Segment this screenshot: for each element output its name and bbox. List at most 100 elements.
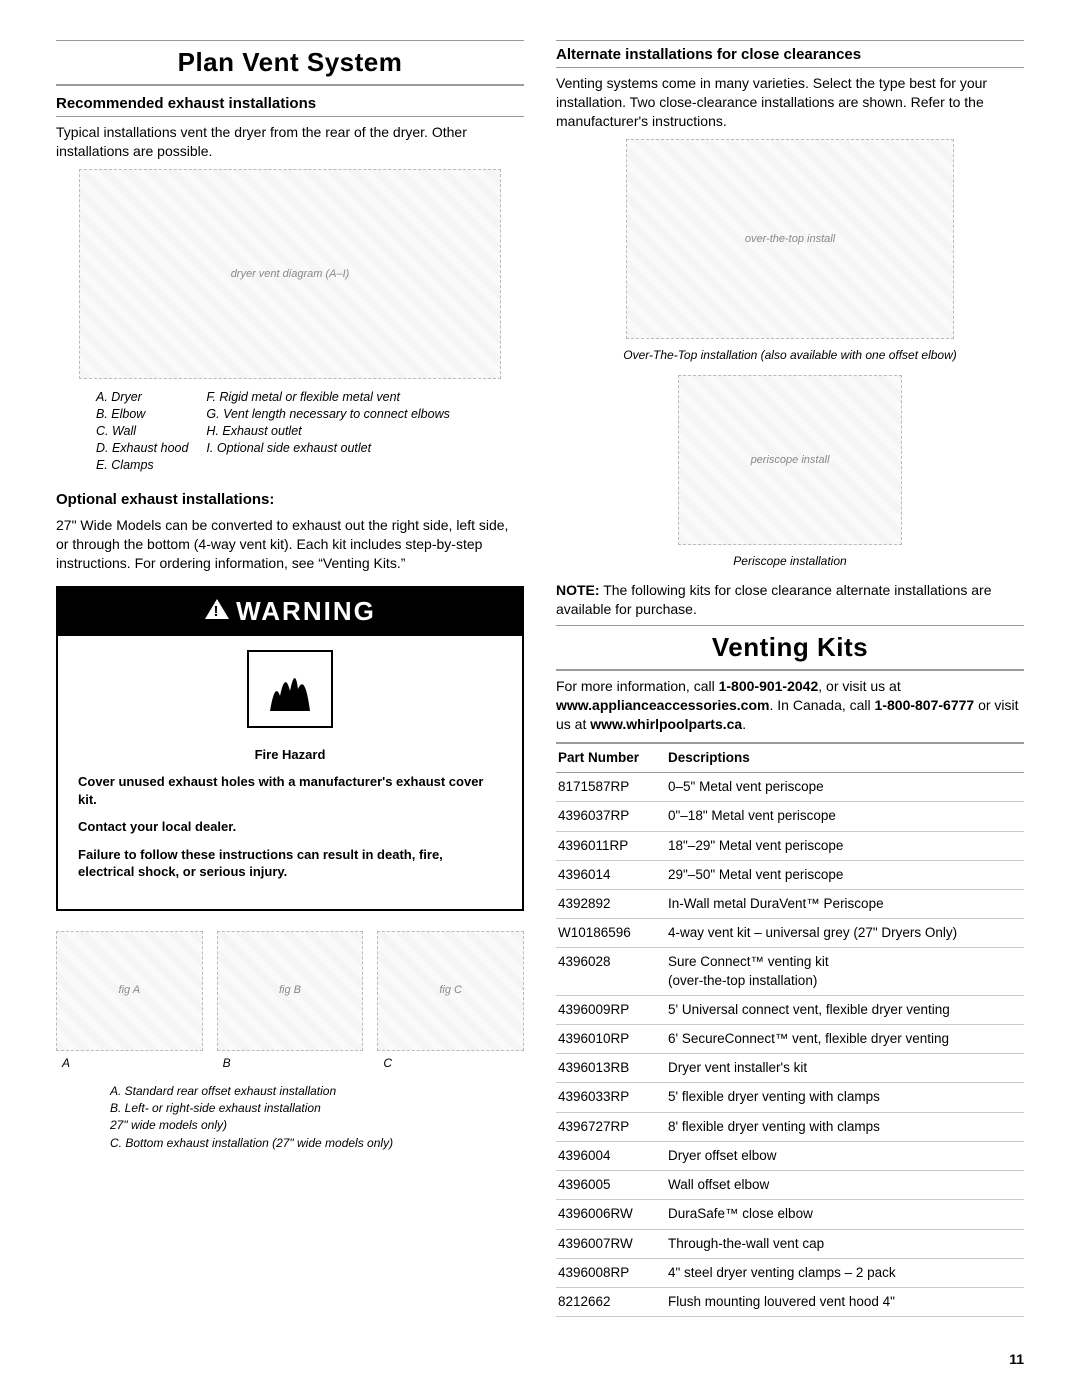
cell-part-number: 4396013RB bbox=[556, 1054, 666, 1083]
cell-description: 0"–18" Metal vent periscope bbox=[666, 802, 1024, 831]
legend-col-right: F. Rigid metal or flexible metal vent G.… bbox=[206, 389, 449, 473]
figure-caption: Over-The-Top installation (also availabl… bbox=[556, 347, 1024, 363]
manual-page: Plan Vent System Recommended exhaust ins… bbox=[0, 0, 1080, 1397]
figure-b: fig B B bbox=[217, 931, 364, 1071]
legend-item: A. Standard rear offset exhaust installa… bbox=[110, 1083, 524, 1099]
text: For more information, call bbox=[556, 678, 719, 694]
phone-2: 1-800-807-6777 bbox=[875, 697, 975, 713]
cell-description: 8' ﬂexible dryer venting with clamps bbox=[666, 1112, 1024, 1141]
table-row: 8212662Flush mounting louvered vent hood… bbox=[556, 1288, 1024, 1317]
figure-legend: A. Standard rear offset exhaust installa… bbox=[110, 1083, 524, 1151]
table-row: 4396011RP18"–29" Metal vent periscope bbox=[556, 831, 1024, 860]
warning-box: ! WARNING Fire Hazard Cover unused exhau… bbox=[56, 586, 524, 910]
right-column: Alternate installations for close cleara… bbox=[556, 40, 1024, 1367]
alert-icon: ! bbox=[204, 594, 230, 629]
diagram-exhaust-a: fig A bbox=[56, 931, 203, 1051]
cell-part-number: 4396727RP bbox=[556, 1112, 666, 1141]
legend-col-left: A. Dryer B. Elbow C. Wall D. Exhaust hoo… bbox=[96, 389, 188, 473]
table-row: 4396028Sure Connect™ venting kit (over-t… bbox=[556, 948, 1024, 995]
legend-item: F. Rigid metal or flexible metal vent bbox=[206, 389, 449, 406]
paragraph: Venting systems come in many varieties. … bbox=[556, 74, 1024, 131]
table-row: 4396727RP8' ﬂexible dryer venting with c… bbox=[556, 1112, 1024, 1141]
flame-icon bbox=[247, 650, 333, 728]
paragraph: Typical installations vent the dryer fro… bbox=[56, 123, 524, 161]
cell-description: 18"–29" Metal vent periscope bbox=[666, 831, 1024, 860]
warning-body: Fire Hazard Cover unused exhaust holes w… bbox=[58, 636, 522, 909]
cell-part-number: 8171587RP bbox=[556, 773, 666, 802]
cell-part-number: 4396028 bbox=[556, 948, 666, 995]
cell-description: 5' ﬂexible dryer venting with clamps bbox=[666, 1083, 1024, 1112]
cell-description: Sure Connect™ venting kit (over-the-top … bbox=[666, 948, 1024, 995]
diagram-dryer-vent: dryer vent diagram (A–I) bbox=[79, 169, 500, 379]
note-paragraph: NOTE: The following kits for close clear… bbox=[556, 581, 1024, 619]
legend-item: A. Dryer bbox=[96, 389, 188, 406]
table-row: 4396010RP6' SecureConnect™ vent, ﬂexible… bbox=[556, 1025, 1024, 1054]
diagram-exhaust-c: fig C bbox=[377, 931, 524, 1051]
diagram-legend: A. Dryer B. Elbow C. Wall D. Exhaust hoo… bbox=[96, 389, 524, 473]
cell-description: DuraSafe™ close elbow bbox=[666, 1200, 1024, 1229]
divider bbox=[56, 40, 524, 41]
note-label: NOTE: bbox=[556, 582, 600, 598]
warning-text: Cover unused exhaust holes with a manufa… bbox=[78, 773, 502, 808]
cell-part-number: 4396014 bbox=[556, 860, 666, 889]
cell-description: 4" steel dryer venting clamps – 2 pack bbox=[666, 1258, 1024, 1287]
table-row: 439601429"–50" Metal vent periscope bbox=[556, 860, 1024, 889]
warning-text: Failure to follow these instructions can… bbox=[78, 846, 502, 881]
warning-banner: ! WARNING bbox=[58, 588, 522, 635]
col-description: Descriptions bbox=[666, 743, 1024, 773]
cell-part-number: 4396011RP bbox=[556, 831, 666, 860]
page-number: 11 bbox=[1009, 1350, 1024, 1369]
cell-description: Through-the-wall vent cap bbox=[666, 1229, 1024, 1258]
table-row: 4392892In-Wall metal DuraVent™ Periscope bbox=[556, 889, 1024, 918]
table-row: 8171587RP0–5" Metal vent periscope bbox=[556, 773, 1024, 802]
phone-1: 1-800-901-2042 bbox=[719, 678, 819, 694]
cell-part-number: 4396037RP bbox=[556, 802, 666, 831]
warning-banner-text: WARNING bbox=[236, 594, 376, 629]
cell-part-number: 4392892 bbox=[556, 889, 666, 918]
table-row: 4396005Wall offset elbow bbox=[556, 1171, 1024, 1200]
text: , or visit us at bbox=[818, 678, 900, 694]
cell-description: 0–5" Metal vent periscope bbox=[666, 773, 1024, 802]
diagram-exhaust-b: fig B bbox=[217, 931, 364, 1051]
figure-label: C bbox=[377, 1055, 524, 1071]
cell-part-number: 8212662 bbox=[556, 1288, 666, 1317]
table-row: 4396037RP0"–18" Metal vent periscope bbox=[556, 802, 1024, 831]
cell-description: Dryer offset elbow bbox=[666, 1141, 1024, 1170]
section-title: Plan Vent System bbox=[56, 45, 524, 80]
table-row: 4396009RP5' Universal connect vent, ﬂexi… bbox=[556, 995, 1024, 1024]
divider bbox=[556, 669, 1024, 671]
legend-item: I. Optional side exhaust outlet bbox=[206, 440, 449, 457]
cell-part-number: 4396006RW bbox=[556, 1200, 666, 1229]
legend-item: G. Vent length necessary to connect elbo… bbox=[206, 406, 449, 423]
figure-a: fig A A bbox=[56, 931, 203, 1071]
cell-description: 6' SecureConnect™ vent, ﬂexible dryer ve… bbox=[666, 1025, 1024, 1054]
text: . bbox=[742, 716, 746, 732]
cell-part-number: 4396009RP bbox=[556, 995, 666, 1024]
cell-description: Wall offset elbow bbox=[666, 1171, 1024, 1200]
cell-part-number: 4396008RP bbox=[556, 1258, 666, 1287]
url-1: www.applianceaccessories.com bbox=[556, 697, 769, 713]
figure-c: fig C C bbox=[377, 931, 524, 1071]
cell-description: Dryer vent installer's kit bbox=[666, 1054, 1024, 1083]
cell-part-number: 4396007RW bbox=[556, 1229, 666, 1258]
table-row: 4396007RWThrough-the-wall vent cap bbox=[556, 1229, 1024, 1258]
url-2: www.whirlpoolparts.ca bbox=[590, 716, 742, 732]
legend-item: E. Clamps bbox=[96, 457, 188, 474]
table-row: 4396008RP4" steel dryer venting clamps –… bbox=[556, 1258, 1024, 1287]
cell-description: 4-way vent kit – universal grey (27" Dry… bbox=[666, 919, 1024, 948]
subheading-recommended: Recommended exhaust installations bbox=[56, 94, 524, 114]
divider bbox=[56, 116, 524, 117]
divider bbox=[556, 40, 1024, 41]
legend-item: D. Exhaust hood bbox=[96, 440, 188, 457]
fire-hazard-heading: Fire Hazard bbox=[78, 746, 502, 764]
note-text: The following kits for close clearance a… bbox=[556, 582, 992, 617]
legend-item: C. Wall bbox=[96, 423, 188, 440]
section-title: Venting Kits bbox=[556, 630, 1024, 665]
cell-part-number: W10186596 bbox=[556, 919, 666, 948]
cell-description: Flush mounting louvered vent hood 4" bbox=[666, 1288, 1024, 1317]
table-row: 4396004Dryer offset elbow bbox=[556, 1141, 1024, 1170]
table-row: 4396006RWDuraSafe™ close elbow bbox=[556, 1200, 1024, 1229]
figure-label: A bbox=[56, 1055, 203, 1071]
divider bbox=[556, 625, 1024, 626]
table-row: W101865964-way vent kit – universal grey… bbox=[556, 919, 1024, 948]
